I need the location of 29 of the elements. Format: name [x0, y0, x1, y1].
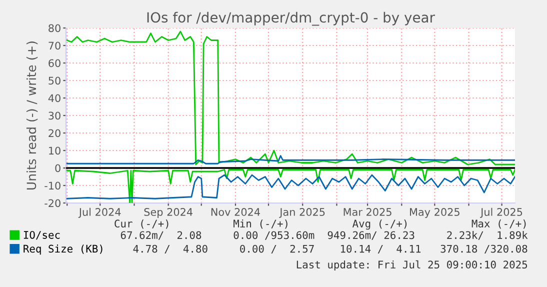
line-series: [66, 174, 515, 200]
x-tick-label: Jul 2024: [78, 208, 121, 218]
y-tick-label: 20: [48, 129, 60, 138]
y-axis-title: Units read (-) / write (+): [26, 42, 38, 190]
legend-label: Req Size (KB): [24, 244, 102, 255]
x-tick-label: Jan 2025: [279, 208, 325, 218]
text: Last update: Fri Jul 25 09:00:10 2025: [296, 260, 528, 271]
x-tick-label: May 2025: [410, 208, 460, 218]
x-tick-label: Sep 2024: [144, 208, 192, 218]
y-tick-label: 80: [48, 24, 60, 32]
chart-title: IOs for /dev/mapper/dm_crypt-0 - by year: [147, 12, 435, 26]
y-tick-label: 60: [48, 59, 60, 68]
text: 67.62m/ 2.08 0.00 /953.60m 949.26m/ 26.23 2.23k/ 1.89k: [120, 231, 528, 240]
x-tick-label: Mar 2025: [344, 208, 392, 216]
line-series: [66, 30, 515, 166]
y-tick-label: -10: [44, 182, 60, 190]
legend-label: IO/sec: [24, 230, 60, 240]
y-tick-label: 10: [49, 146, 60, 155]
y-tick-label: 0: [55, 164, 60, 172]
x-tick-label: Nov 2024: [211, 208, 260, 216]
y-tick-label: 30: [48, 112, 60, 120]
line-series: [66, 155, 515, 164]
text: 4.78 / 4.80 0.00 / 2.57 10.14 / 4.11 370.18 /320.08: [133, 244, 528, 254]
text: Cur (-/+) Min (-/+) Avg (-/+) Max (-/+): [114, 219, 526, 230]
y-tick-label: 40: [48, 94, 60, 102]
y-tick-label: 70: [48, 42, 60, 50]
y-tick-label: 50: [48, 76, 60, 85]
y-tick-label: -20: [44, 199, 60, 208]
x-tick-label: Jul 2025: [480, 208, 522, 218]
